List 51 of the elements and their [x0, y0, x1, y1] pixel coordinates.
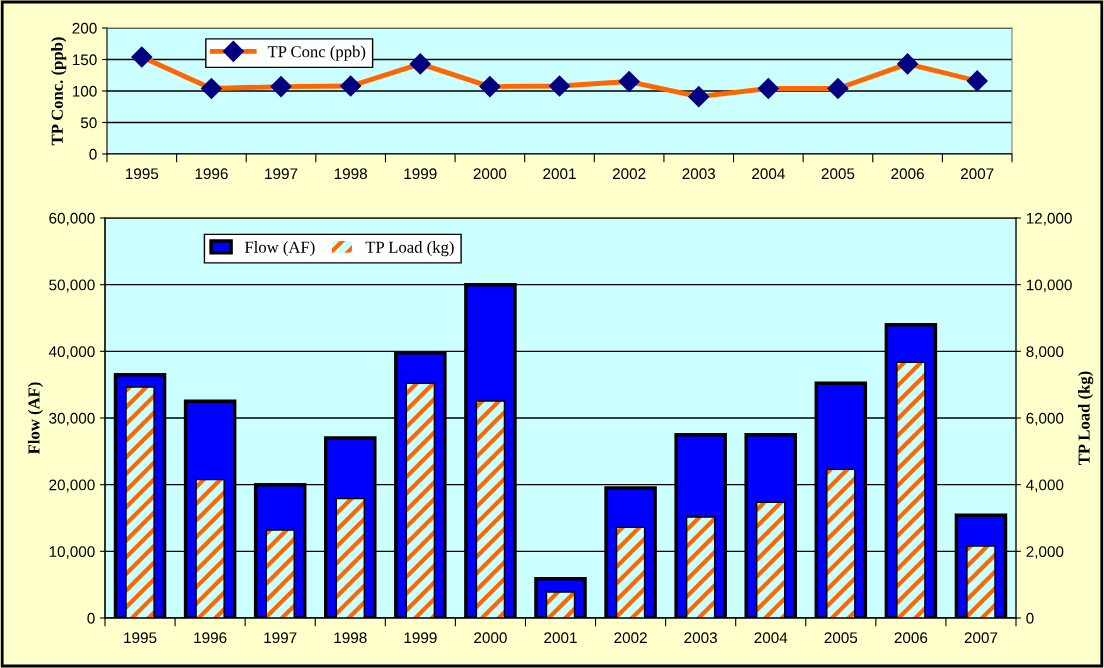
x-tick-label: 1996 [195, 168, 228, 180]
y-tick-label: 0 [89, 148, 97, 160]
y-tick-label: 40,000 [48, 346, 95, 359]
x-tick-label: 2001 [543, 168, 576, 180]
y2-tick-label: 6,000 [1026, 412, 1064, 426]
y-tick-label: 50,000 [49, 279, 95, 293]
legend-label: TP Conc (ppb) [267, 45, 366, 61]
y2-tick-label: 0 [1026, 612, 1034, 624]
x-tick-label: 2002 [614, 632, 647, 644]
y-tick-label: 30,000 [49, 412, 95, 426]
y2-tick-label: 10,000 [1026, 279, 1072, 293]
x-tick-label: 2000 [474, 632, 507, 644]
y-tick-label: 100 [72, 85, 97, 97]
y-axis-title: TP Conc. (ppb) [51, 37, 67, 146]
y-tick-label: 20,000 [49, 479, 95, 493]
x-tick-label: 1999 [404, 632, 437, 644]
x-tick-label: 2001 [544, 632, 577, 644]
x-tick-label: 2006 [891, 168, 924, 180]
y-tick-label: 200 [72, 22, 97, 34]
y-tick-label: 10,000 [49, 546, 95, 559]
x-tick-label: 2004 [752, 168, 785, 180]
x-tick-label: 1997 [265, 168, 298, 180]
y2-tick-label: 4,000 [1026, 479, 1064, 493]
legend-label: Flow (AF) [244, 241, 315, 257]
x-tick-label: 2005 [821, 168, 855, 180]
x-tick-label: 1995 [125, 168, 159, 180]
x-tick-label: 2002 [612, 168, 646, 180]
x-tick-label: 2003 [682, 168, 716, 180]
x-tick-label: 2007 [964, 632, 998, 644]
x-tick-label: 2004 [754, 632, 788, 644]
x-tick-label: 2003 [684, 632, 717, 644]
x-tick-label: 1998 [334, 632, 367, 644]
x-tick-label: 2000 [473, 168, 507, 180]
y-tick-label: 60,000 [49, 212, 95, 226]
legend-label: TP Load (kg) [365, 241, 454, 257]
y2-tick-label: 8,000 [1026, 346, 1064, 359]
x-tick-label: 1995 [124, 632, 157, 644]
x-tick-label: 2005 [824, 632, 858, 644]
x-tick-label: 2007 [960, 168, 994, 180]
x-tick-label: 1999 [404, 168, 437, 180]
y-tick-label: 150 [72, 54, 97, 66]
y2-axis-title: TP Load (kg) [1078, 371, 1094, 465]
x-tick-label: 1997 [264, 632, 297, 644]
y-tick-label: 0 [87, 612, 95, 624]
y-axis-title: Flow (AF) [27, 382, 43, 455]
y-tick-label: 50 [80, 117, 97, 129]
x-tick-label: 1998 [334, 168, 367, 180]
x-tick-label: 1996 [194, 632, 227, 644]
y2-tick-label: 12,000 [1026, 212, 1072, 226]
x-tick-label: 2006 [894, 632, 928, 644]
y2-tick-label: 2,000 [1026, 546, 1064, 559]
